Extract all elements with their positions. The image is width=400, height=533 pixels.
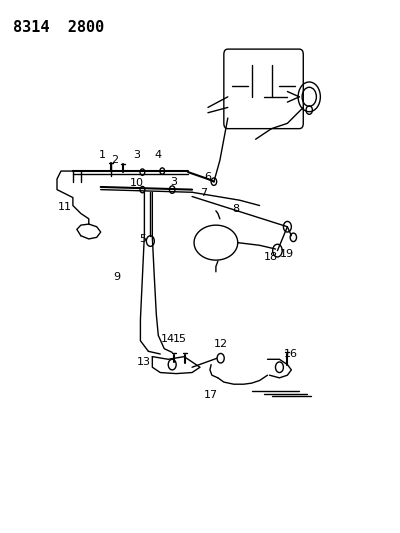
Text: 3: 3 — [171, 176, 178, 187]
Text: 2: 2 — [111, 156, 118, 165]
Text: 18: 18 — [264, 252, 278, 262]
Text: 12: 12 — [214, 340, 228, 350]
Text: 1: 1 — [99, 150, 106, 160]
Text: 8314  2800: 8314 2800 — [13, 20, 104, 35]
Text: 7: 7 — [200, 188, 208, 198]
Text: 19: 19 — [280, 249, 294, 260]
FancyBboxPatch shape — [224, 49, 303, 128]
Text: 4: 4 — [155, 150, 162, 160]
Text: 3: 3 — [133, 150, 140, 160]
Text: 10: 10 — [130, 178, 144, 188]
Text: 13: 13 — [136, 357, 150, 367]
Text: 17: 17 — [204, 390, 218, 400]
Text: 5: 5 — [139, 234, 146, 244]
Text: 9: 9 — [113, 272, 120, 282]
Text: 15: 15 — [173, 334, 187, 344]
Text: 6: 6 — [204, 172, 212, 182]
Text: 8: 8 — [232, 204, 239, 214]
Text: 11: 11 — [58, 202, 72, 212]
Text: 16: 16 — [284, 349, 298, 359]
Text: 14: 14 — [160, 334, 174, 344]
